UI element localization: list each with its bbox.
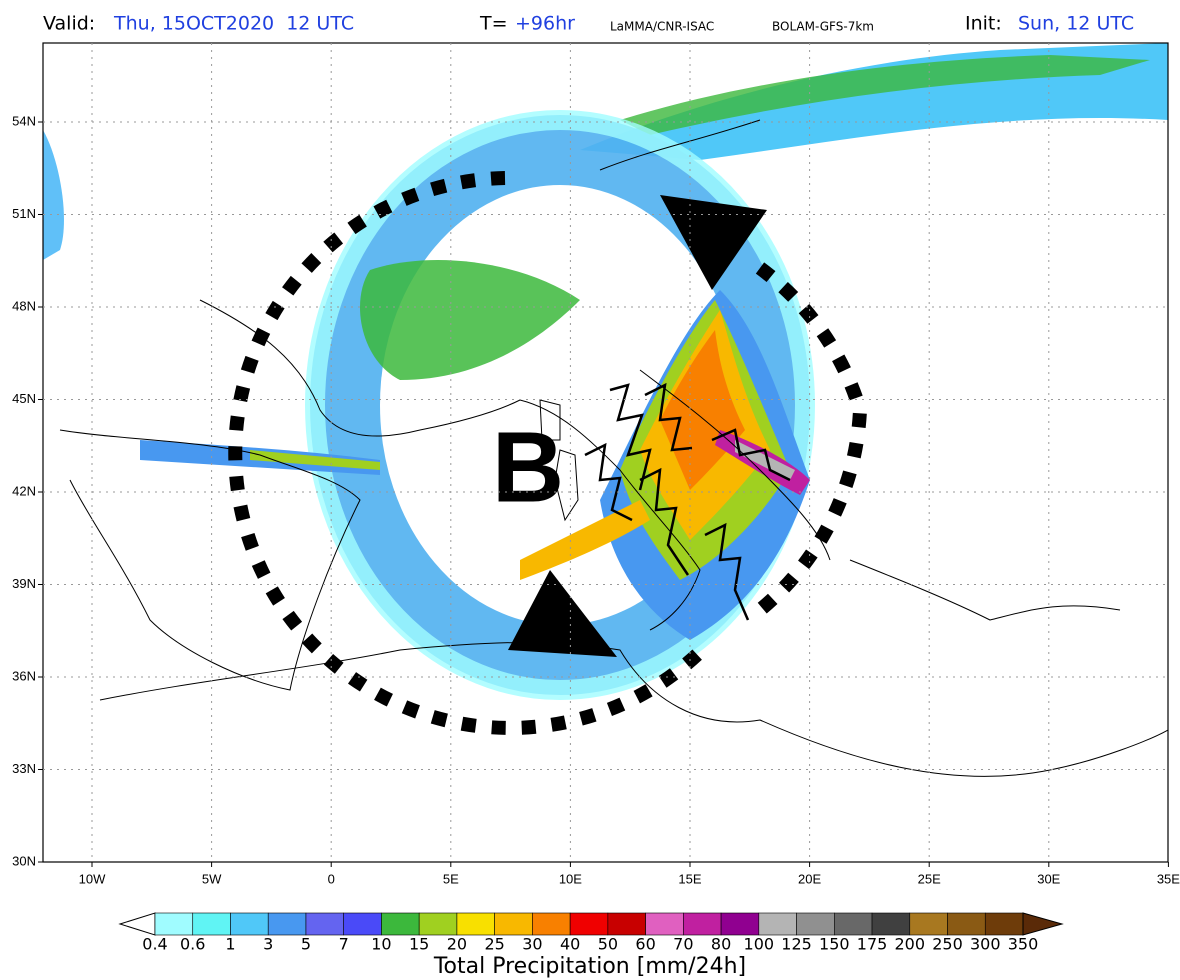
- colorbar-under: [118, 912, 156, 936]
- map-field: B: [43, 43, 1168, 862]
- lat-label: 36N: [12, 668, 36, 683]
- lead-time: +96hr: [515, 13, 575, 35]
- lon-label: 15E: [678, 871, 701, 886]
- colorbar-title: Total Precipitation [mm/24h]: [433, 954, 746, 979]
- colorbar-box: [758, 912, 797, 936]
- colorbar-label: 0.6: [180, 935, 205, 954]
- colorbar-box: [456, 912, 495, 936]
- colorbar-label: 250: [932, 935, 963, 954]
- colorbar-label: 40: [560, 935, 580, 954]
- colorbar-box: [909, 912, 948, 936]
- init-time: Sun, 12 UTC: [1018, 13, 1134, 35]
- colorbar-box: [720, 912, 760, 936]
- colorbar-label: 5: [301, 935, 311, 954]
- colorbar-label: 175: [857, 935, 888, 954]
- colorbar-box: [645, 912, 684, 936]
- colorbar-label: 25: [484, 935, 504, 954]
- lat-label: 42N: [12, 483, 36, 498]
- colorbar-label: 80: [711, 935, 731, 954]
- colorbar-label: 350: [1008, 935, 1039, 954]
- colorbar-box: [381, 912, 420, 936]
- colorbar-box: [230, 912, 269, 936]
- lat-label: 45N: [12, 391, 36, 406]
- colorbar-box: [418, 912, 458, 936]
- colorbar-label: 300: [970, 935, 1001, 954]
- colorbar-label: 70: [673, 935, 693, 954]
- colorbar-label: 100: [744, 935, 775, 954]
- colorbar-box: [267, 912, 307, 936]
- colorbar-label: 200: [895, 935, 926, 954]
- colorbar-box: [683, 912, 722, 936]
- lon-label: 35E: [1157, 871, 1180, 886]
- colorbar-label: 15: [409, 935, 429, 954]
- colorbar-label: 0.4: [142, 935, 167, 954]
- lon-label: 5W: [202, 871, 222, 886]
- header: Valid: Thu, 15OCT2020 12 UTC T= +96hr La…: [43, 13, 1134, 35]
- colorbar-box: [192, 912, 231, 936]
- colorbar-box: [834, 912, 873, 936]
- colorbar-box: [494, 912, 533, 936]
- colorbar-box: [305, 912, 344, 936]
- colorbar-label: 3: [263, 935, 273, 954]
- colorbar-box: [532, 912, 571, 936]
- colorbar: 0.4 0.6 1 3 5 7 10 15 20 25 30 40 50 60 70 80 100 125 150 1…: [118, 912, 1064, 954]
- colorbar-label: 10: [371, 935, 391, 954]
- colorbar-box: [871, 912, 911, 936]
- lon-label: 25E: [918, 871, 941, 886]
- colorbar-box: [796, 912, 835, 936]
- colorbar-box: [569, 912, 609, 936]
- colorbar-box: [154, 912, 194, 936]
- lat-label: 33N: [12, 761, 36, 776]
- axes: 30N 33N 36N 39N 42N 45N 48N 51N 54N 10W 5W 0 5E 10E 15…: [12, 43, 1180, 886]
- colorbar-label: 125: [781, 935, 812, 954]
- init-label: Init:: [965, 13, 1002, 35]
- colorbar-label: 20: [447, 935, 467, 954]
- lat-label: 39N: [12, 576, 36, 591]
- colorbar-label: 150: [819, 935, 850, 954]
- colorbar-label: 30: [522, 935, 542, 954]
- lon-label: 20E: [798, 871, 821, 886]
- colorbar-label: 1: [225, 935, 235, 954]
- lat-label: 54N: [12, 113, 36, 128]
- lon-label: 10E: [559, 871, 582, 886]
- colorbar-box: [607, 912, 646, 936]
- model: BOLAM-GFS-7km: [772, 20, 874, 34]
- colorbar-label: 60: [635, 935, 655, 954]
- institution: LaMMA/CNR-ISAC: [610, 20, 714, 34]
- valid-label: Valid:: [43, 13, 95, 35]
- map-frame: [42, 42, 1169, 863]
- lon-label: 30E: [1037, 871, 1060, 886]
- colorbar-box: [984, 912, 1024, 936]
- lon-label: 5E: [443, 871, 459, 886]
- lead-label: T=: [479, 13, 508, 35]
- valid-time: Thu, 15OCT2020 12 UTC: [113, 13, 354, 35]
- lat-label: 51N: [12, 206, 36, 221]
- lon-label: 0: [328, 871, 335, 886]
- colorbar-box: [343, 912, 382, 936]
- colorbar-over: [1022, 912, 1064, 936]
- lat-label: 30N: [12, 853, 36, 868]
- colorbar-box: [947, 912, 986, 936]
- low-pressure-label: B: [492, 411, 564, 523]
- lat-label: 48N: [12, 298, 36, 313]
- colorbar-label: 7: [339, 935, 349, 954]
- lon-label: 10W: [79, 871, 106, 886]
- colorbar-label: 50: [598, 935, 618, 954]
